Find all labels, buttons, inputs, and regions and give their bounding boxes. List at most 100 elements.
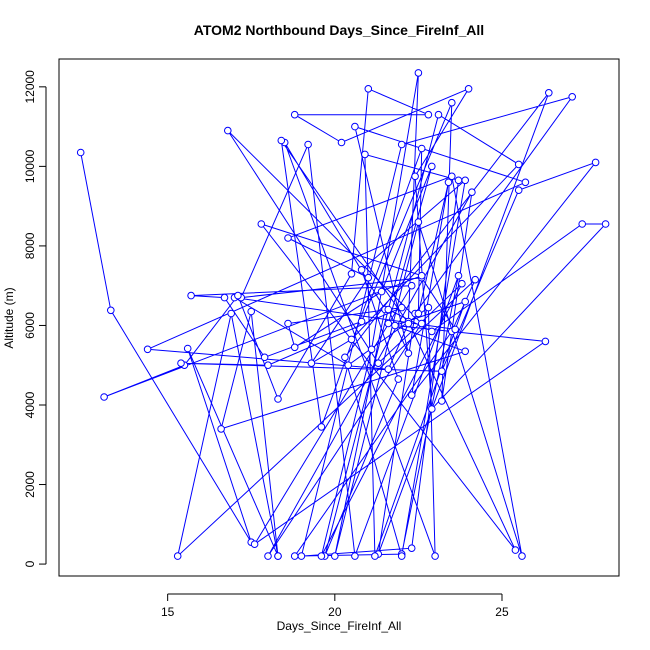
data-point xyxy=(431,552,439,560)
data-point xyxy=(264,361,272,370)
data-point xyxy=(384,305,393,314)
data-point xyxy=(414,218,423,226)
data-point xyxy=(444,178,453,187)
data-point xyxy=(391,321,399,330)
data-point xyxy=(364,273,373,282)
data-point xyxy=(347,335,356,344)
data-point xyxy=(414,69,423,77)
data-point xyxy=(514,186,523,194)
data-point xyxy=(451,325,460,334)
data-point xyxy=(461,347,470,356)
data-point xyxy=(290,552,299,560)
data-point xyxy=(407,391,416,399)
data-point xyxy=(417,271,426,280)
plot-frame xyxy=(58,58,620,577)
data-point xyxy=(411,172,419,181)
data-point xyxy=(260,353,269,362)
data-point xyxy=(143,345,152,354)
data-point xyxy=(274,395,282,403)
x-tick-label: 15 xyxy=(161,605,175,619)
data-point xyxy=(464,85,473,93)
data-point xyxy=(227,309,235,318)
data-point xyxy=(471,275,480,284)
data-point xyxy=(458,279,466,288)
data-point xyxy=(290,343,299,352)
data-point xyxy=(434,110,443,119)
data-point xyxy=(424,110,433,119)
data-point xyxy=(173,552,182,560)
data-point xyxy=(428,327,436,336)
data-point xyxy=(76,148,85,157)
y-tick-label: 8000 xyxy=(23,232,37,259)
data-point xyxy=(384,319,393,328)
data-point xyxy=(518,552,526,560)
data-point xyxy=(397,552,406,560)
data-point xyxy=(257,220,266,228)
data-point xyxy=(187,291,195,300)
data-point xyxy=(317,552,326,560)
data-point xyxy=(297,552,306,560)
data-point xyxy=(331,552,339,560)
data-point xyxy=(307,359,316,368)
y-tick-label: 2000 xyxy=(23,471,37,498)
data-point xyxy=(514,160,523,169)
data-point xyxy=(341,353,349,362)
data-point xyxy=(357,266,366,274)
y-axis: 0 2000 4000 6000 8000 10000 12000 xyxy=(23,70,47,567)
data-point xyxy=(344,361,353,370)
data-point xyxy=(364,85,373,93)
data-point xyxy=(177,359,185,368)
data-point xyxy=(454,271,463,280)
data-point xyxy=(337,138,346,147)
y-tick-label: 10000 xyxy=(23,149,37,183)
data-point xyxy=(397,303,406,312)
data-point xyxy=(591,158,600,167)
y-tick-label: 4000 xyxy=(23,391,37,418)
data-point xyxy=(234,291,242,300)
data-point xyxy=(468,188,476,196)
data-point xyxy=(601,220,610,228)
data-point xyxy=(424,303,433,312)
data-point xyxy=(220,293,229,302)
x-tick-label: 20 xyxy=(328,605,342,619)
data-point xyxy=(371,552,379,560)
data-point xyxy=(384,365,393,374)
x-axis: 15 20 25 xyxy=(161,593,509,619)
data-point xyxy=(545,89,553,97)
data-point xyxy=(361,150,369,159)
data-point xyxy=(284,234,292,242)
chart-title: ATOM2 Northbound Days_Since_FireInf_All xyxy=(194,22,484,38)
data-point xyxy=(417,319,426,328)
data-point xyxy=(404,349,413,358)
data-point xyxy=(357,317,366,326)
data-point xyxy=(367,345,376,354)
data-point xyxy=(277,136,286,145)
data-point xyxy=(347,270,356,278)
data-point xyxy=(394,375,403,383)
data-point xyxy=(568,93,577,101)
data-point xyxy=(461,176,470,185)
data-point xyxy=(284,319,292,328)
data-point xyxy=(428,162,436,171)
data-point xyxy=(448,172,456,181)
data-point xyxy=(511,546,520,554)
data-point xyxy=(438,397,446,405)
x-axis-label: Days_Since_FireInf_All xyxy=(277,619,402,633)
data-point xyxy=(461,297,470,306)
series-layer xyxy=(76,69,610,560)
data-point xyxy=(377,287,386,296)
data-point xyxy=(417,144,426,153)
data-point xyxy=(250,540,259,549)
y-tick-label: 6000 xyxy=(23,312,37,339)
data-point xyxy=(351,552,359,560)
data-point xyxy=(290,110,299,119)
data-point xyxy=(107,306,115,315)
data-point xyxy=(397,140,406,149)
y-tick-label: 0 xyxy=(23,560,37,567)
data-point xyxy=(428,405,436,413)
series-line xyxy=(80,72,607,558)
data-point xyxy=(448,98,456,107)
data-point xyxy=(578,220,587,228)
data-point xyxy=(374,359,383,368)
